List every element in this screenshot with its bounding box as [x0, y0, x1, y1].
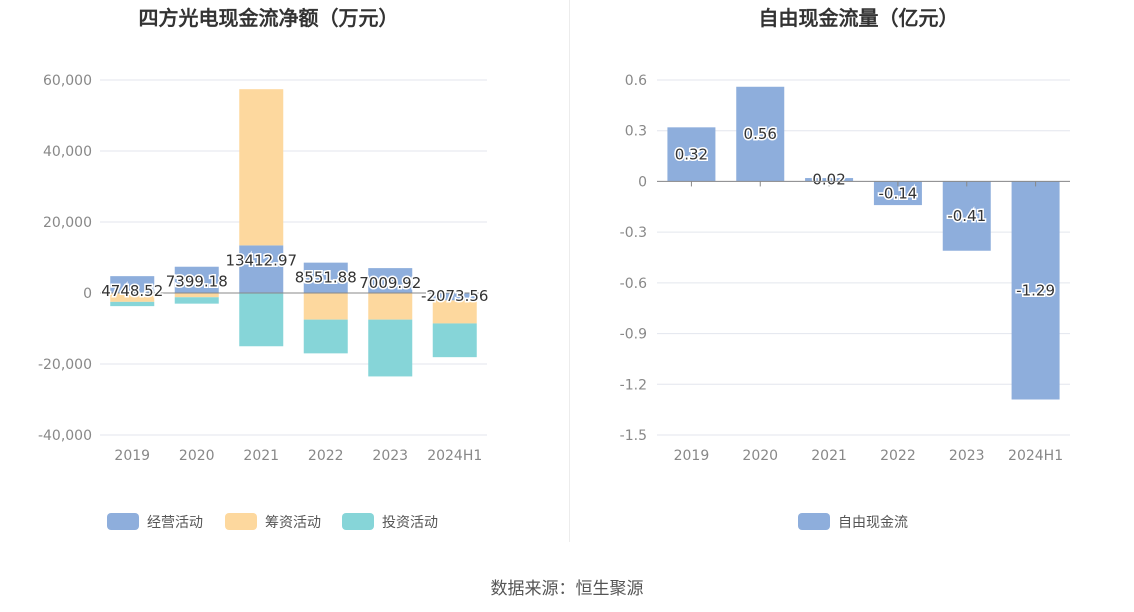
bar-financing-2020: [174, 293, 219, 298]
bar-financing-2019: [110, 293, 155, 302]
chart-title: 四方光电现金流净额（万元）: [139, 6, 399, 30]
y-tick-label: 60,000: [43, 73, 92, 89]
bar-investing-2024H1: [432, 323, 477, 358]
free-cash-flow-chart: 自由现金流量（亿元） 0.6 0.3 0 -0.3 -0.6 -0.9 -1.2 -1.5 201…: [620, 6, 1070, 531]
bar-operating-2019: [110, 276, 155, 293]
legend-swatch-investing: [342, 513, 374, 530]
data-label: -1.29: [1016, 281, 1055, 299]
data-source-text: 数据来源：恒生聚源: [490, 579, 644, 599]
bar-fcf-2021: [805, 178, 854, 182]
bar-fcf-2019: [667, 127, 716, 182]
data-label: -0.41: [947, 207, 986, 225]
bar-financing-2022: [303, 293, 348, 320]
legend-swatch-fcf: [798, 513, 830, 530]
x-tick-label: 2024H1: [1008, 448, 1063, 464]
data-label: 8551.88: [295, 269, 357, 287]
y-tick-label: 0: [83, 286, 92, 302]
y-tick-label: -0.6: [620, 276, 647, 292]
bar-financing-2024H1: [432, 300, 477, 324]
legend-label: 经营活动: [147, 515, 203, 531]
bar-operating-2021: [239, 245, 284, 293]
x-tick-label: 2023: [949, 448, 985, 464]
y-tick-label: -1.2: [620, 377, 647, 393]
y-tick-label: -0.3: [620, 225, 647, 241]
x-tick-label: 2024H1: [427, 448, 482, 464]
legend-label: 自由现金流: [838, 515, 908, 531]
bar-investing-2020: [174, 297, 219, 304]
data-label: 7399.18: [166, 273, 228, 291]
y-tick-label: 20,000: [43, 215, 92, 231]
legend-label: 筹资活动: [265, 514, 321, 531]
y-tick-label: -1.5: [620, 428, 647, 444]
x-tick-label: 2020: [179, 448, 215, 464]
bar-investing-2021: [239, 293, 284, 347]
y-tick-label: -0.9: [620, 327, 647, 343]
data-label: 0.32: [675, 145, 708, 163]
data-label: 0.56: [744, 125, 777, 143]
data-label: 0.02: [812, 171, 845, 189]
cash-flow-chart: 四方光电现金流净额（万元） 60,000 40,000 20,000 0 -20,000 -…: [38, 6, 490, 531]
data-label: 13412.97: [225, 251, 297, 269]
data-label: -2073.56: [421, 287, 488, 305]
x-tick-label: 2022: [308, 448, 344, 464]
y-tick-label: 0.6: [625, 73, 647, 89]
x-tick-label: 2021: [243, 448, 279, 464]
y-tick-label: 0.3: [625, 124, 647, 140]
y-tick-label: -20,000: [38, 357, 92, 373]
data-label: 4748.52: [101, 282, 163, 300]
bar-investing-2023: [368, 319, 413, 377]
bar-financing-2023: [368, 293, 413, 320]
chart-title: 自由现金流量（亿元）: [759, 6, 959, 30]
bar-operating-2023: [368, 268, 413, 293]
legend-label: 投资活动: [382, 515, 438, 531]
x-tick-label: 2022: [880, 448, 916, 464]
bar-financing-2021: [239, 89, 284, 246]
bar-operating-2024H1: [432, 293, 477, 301]
legend-swatch-financing: [225, 513, 257, 530]
x-tick-label: 2021: [811, 448, 847, 464]
x-tick-label: 2019: [674, 448, 710, 464]
x-tick-label: 2023: [372, 448, 408, 464]
bar-fcf-2024H1: [1011, 181, 1060, 400]
bar-investing-2019: [110, 301, 155, 307]
bar-fcf-2022: [873, 181, 922, 206]
chart-divider: [569, 0, 570, 542]
x-tick-label: 2020: [742, 448, 778, 464]
y-tick-label: -40,000: [38, 428, 92, 444]
data-label: -0.14: [879, 184, 918, 202]
bar-operating-2022: [303, 262, 348, 293]
bar-fcf-2023: [942, 181, 991, 251]
y-tick-label: 0: [638, 174, 647, 190]
legend-swatch-operating: [107, 513, 139, 530]
data-label: 7009.92: [359, 274, 421, 292]
y-tick-label: 40,000: [43, 144, 92, 160]
x-tick-label: 2019: [114, 448, 150, 464]
bar-operating-2020: [174, 266, 219, 293]
bar-investing-2022: [303, 319, 348, 354]
bar-fcf-2020: [736, 86, 785, 182]
